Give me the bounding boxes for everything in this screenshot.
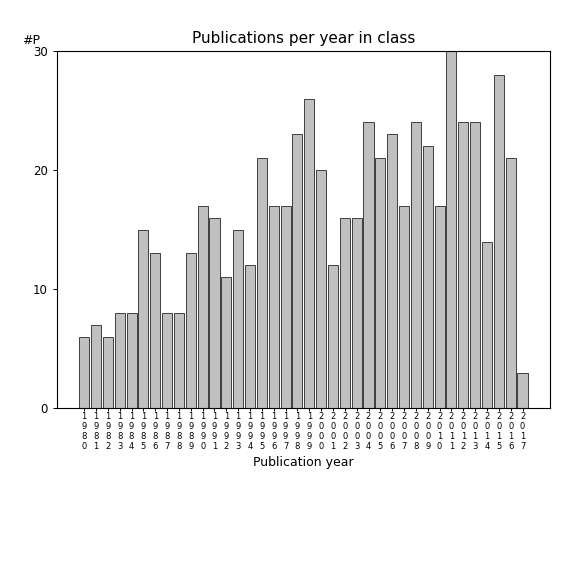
Bar bbox=[103, 337, 113, 408]
Bar bbox=[387, 134, 397, 408]
Bar bbox=[198, 206, 208, 408]
Bar bbox=[281, 206, 291, 408]
Bar bbox=[186, 253, 196, 408]
Title: Publications per year in class: Publications per year in class bbox=[192, 31, 415, 46]
Bar bbox=[446, 51, 456, 408]
Bar bbox=[340, 218, 350, 408]
Bar bbox=[115, 313, 125, 408]
Bar bbox=[162, 313, 172, 408]
Bar bbox=[257, 158, 267, 408]
Bar bbox=[363, 122, 374, 408]
Bar bbox=[494, 75, 504, 408]
Bar bbox=[209, 218, 219, 408]
Bar bbox=[79, 337, 89, 408]
Bar bbox=[126, 313, 137, 408]
Bar bbox=[434, 206, 445, 408]
Bar bbox=[458, 122, 468, 408]
Bar bbox=[506, 158, 516, 408]
Bar bbox=[233, 230, 243, 408]
X-axis label: Publication year: Publication year bbox=[253, 456, 354, 469]
Bar bbox=[150, 253, 160, 408]
Bar bbox=[221, 277, 231, 408]
Bar bbox=[174, 313, 184, 408]
Bar bbox=[91, 325, 101, 408]
Bar bbox=[304, 99, 314, 408]
Bar bbox=[352, 218, 362, 408]
Bar bbox=[482, 242, 492, 408]
Bar bbox=[423, 146, 433, 408]
Bar bbox=[518, 373, 527, 408]
Bar bbox=[411, 122, 421, 408]
Text: #P: #P bbox=[22, 35, 40, 48]
Bar bbox=[399, 206, 409, 408]
Bar bbox=[293, 134, 302, 408]
Bar bbox=[269, 206, 279, 408]
Bar bbox=[328, 265, 338, 408]
Bar bbox=[316, 170, 326, 408]
Bar bbox=[375, 158, 386, 408]
Bar bbox=[470, 122, 480, 408]
Bar bbox=[245, 265, 255, 408]
Bar bbox=[138, 230, 149, 408]
